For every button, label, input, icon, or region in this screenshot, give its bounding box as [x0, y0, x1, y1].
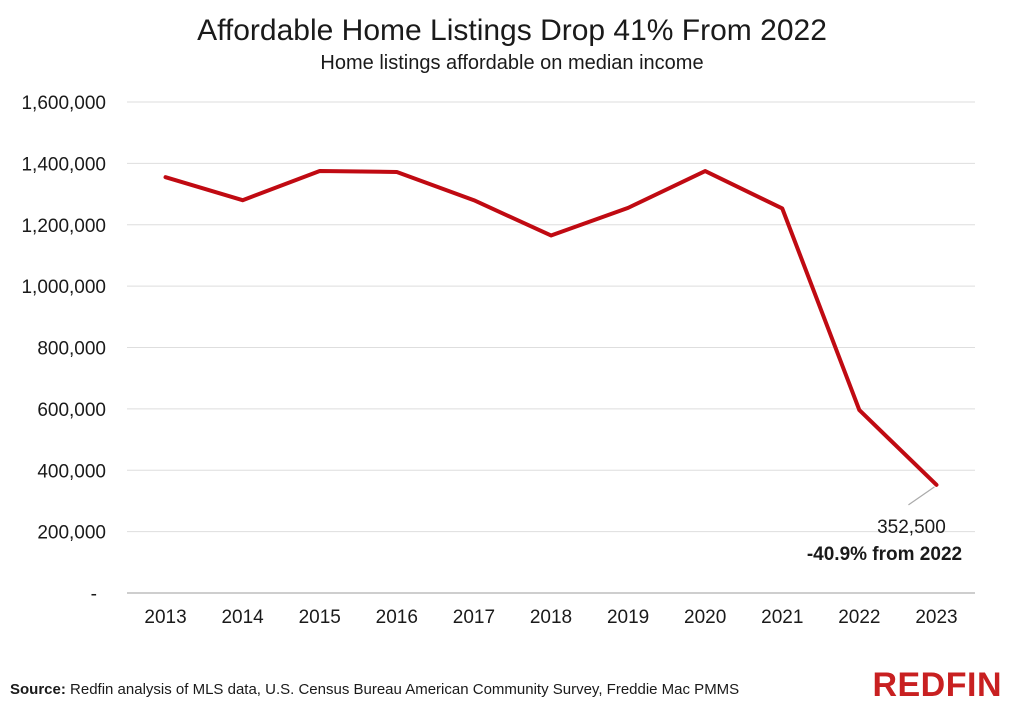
y-tick-label: 800,000: [37, 339, 106, 360]
y-axis: - 200,000 400,000 600,000 800,000 1,000,000 1,…: [21, 93, 106, 605]
x-tick-label: 2022: [838, 607, 880, 628]
x-tick-label: 2015: [299, 607, 341, 628]
x-tick-label: 2016: [376, 607, 418, 628]
x-axis: 2013 2014 2015 2016 2017 2018 2019 2020 2021 2022…: [144, 607, 957, 628]
y-tick-label: -: [91, 584, 97, 605]
source-note: Source: Redfin analysis of MLS data, U.S…: [10, 681, 739, 698]
series-line: [163, 169, 939, 487]
grid-layer: [127, 101, 975, 594]
y-tick-label: 1,000,000: [21, 277, 106, 298]
series-layer: [163, 169, 939, 487]
x-tick-label: 2021: [761, 607, 803, 628]
x-tick-label: 2019: [607, 607, 649, 628]
source-label: Source:: [10, 681, 66, 698]
annotation-value: 352,500: [877, 517, 946, 538]
y-tick-label: 1,600,000: [21, 93, 106, 114]
annotation-change: -40.9% from 2022: [807, 544, 962, 565]
x-tick-label: 2017: [453, 607, 495, 628]
y-tick-label: 1,200,000: [21, 216, 106, 237]
redfin-logo: REDFIN: [872, 666, 1002, 704]
chart-title: Affordable Home Listings Drop 41% From 2…: [197, 14, 827, 47]
y-tick-label: 1,400,000: [21, 154, 106, 175]
x-tick-label: 2018: [530, 607, 572, 628]
y-tick-label: 400,000: [37, 461, 106, 482]
annotation-leader-line: [908, 486, 935, 506]
chart-subtitle: Home listings affordable on median incom…: [320, 52, 704, 74]
x-tick-label: 2023: [915, 607, 957, 628]
source-text: Redfin analysis of MLS data, U.S. Census…: [70, 681, 740, 698]
y-tick-label: 200,000: [37, 523, 106, 544]
x-tick-label: 2020: [684, 607, 726, 628]
x-tick-label: 2013: [144, 607, 186, 628]
x-tick-label: 2014: [221, 607, 264, 628]
y-tick-label: 600,000: [37, 400, 106, 421]
